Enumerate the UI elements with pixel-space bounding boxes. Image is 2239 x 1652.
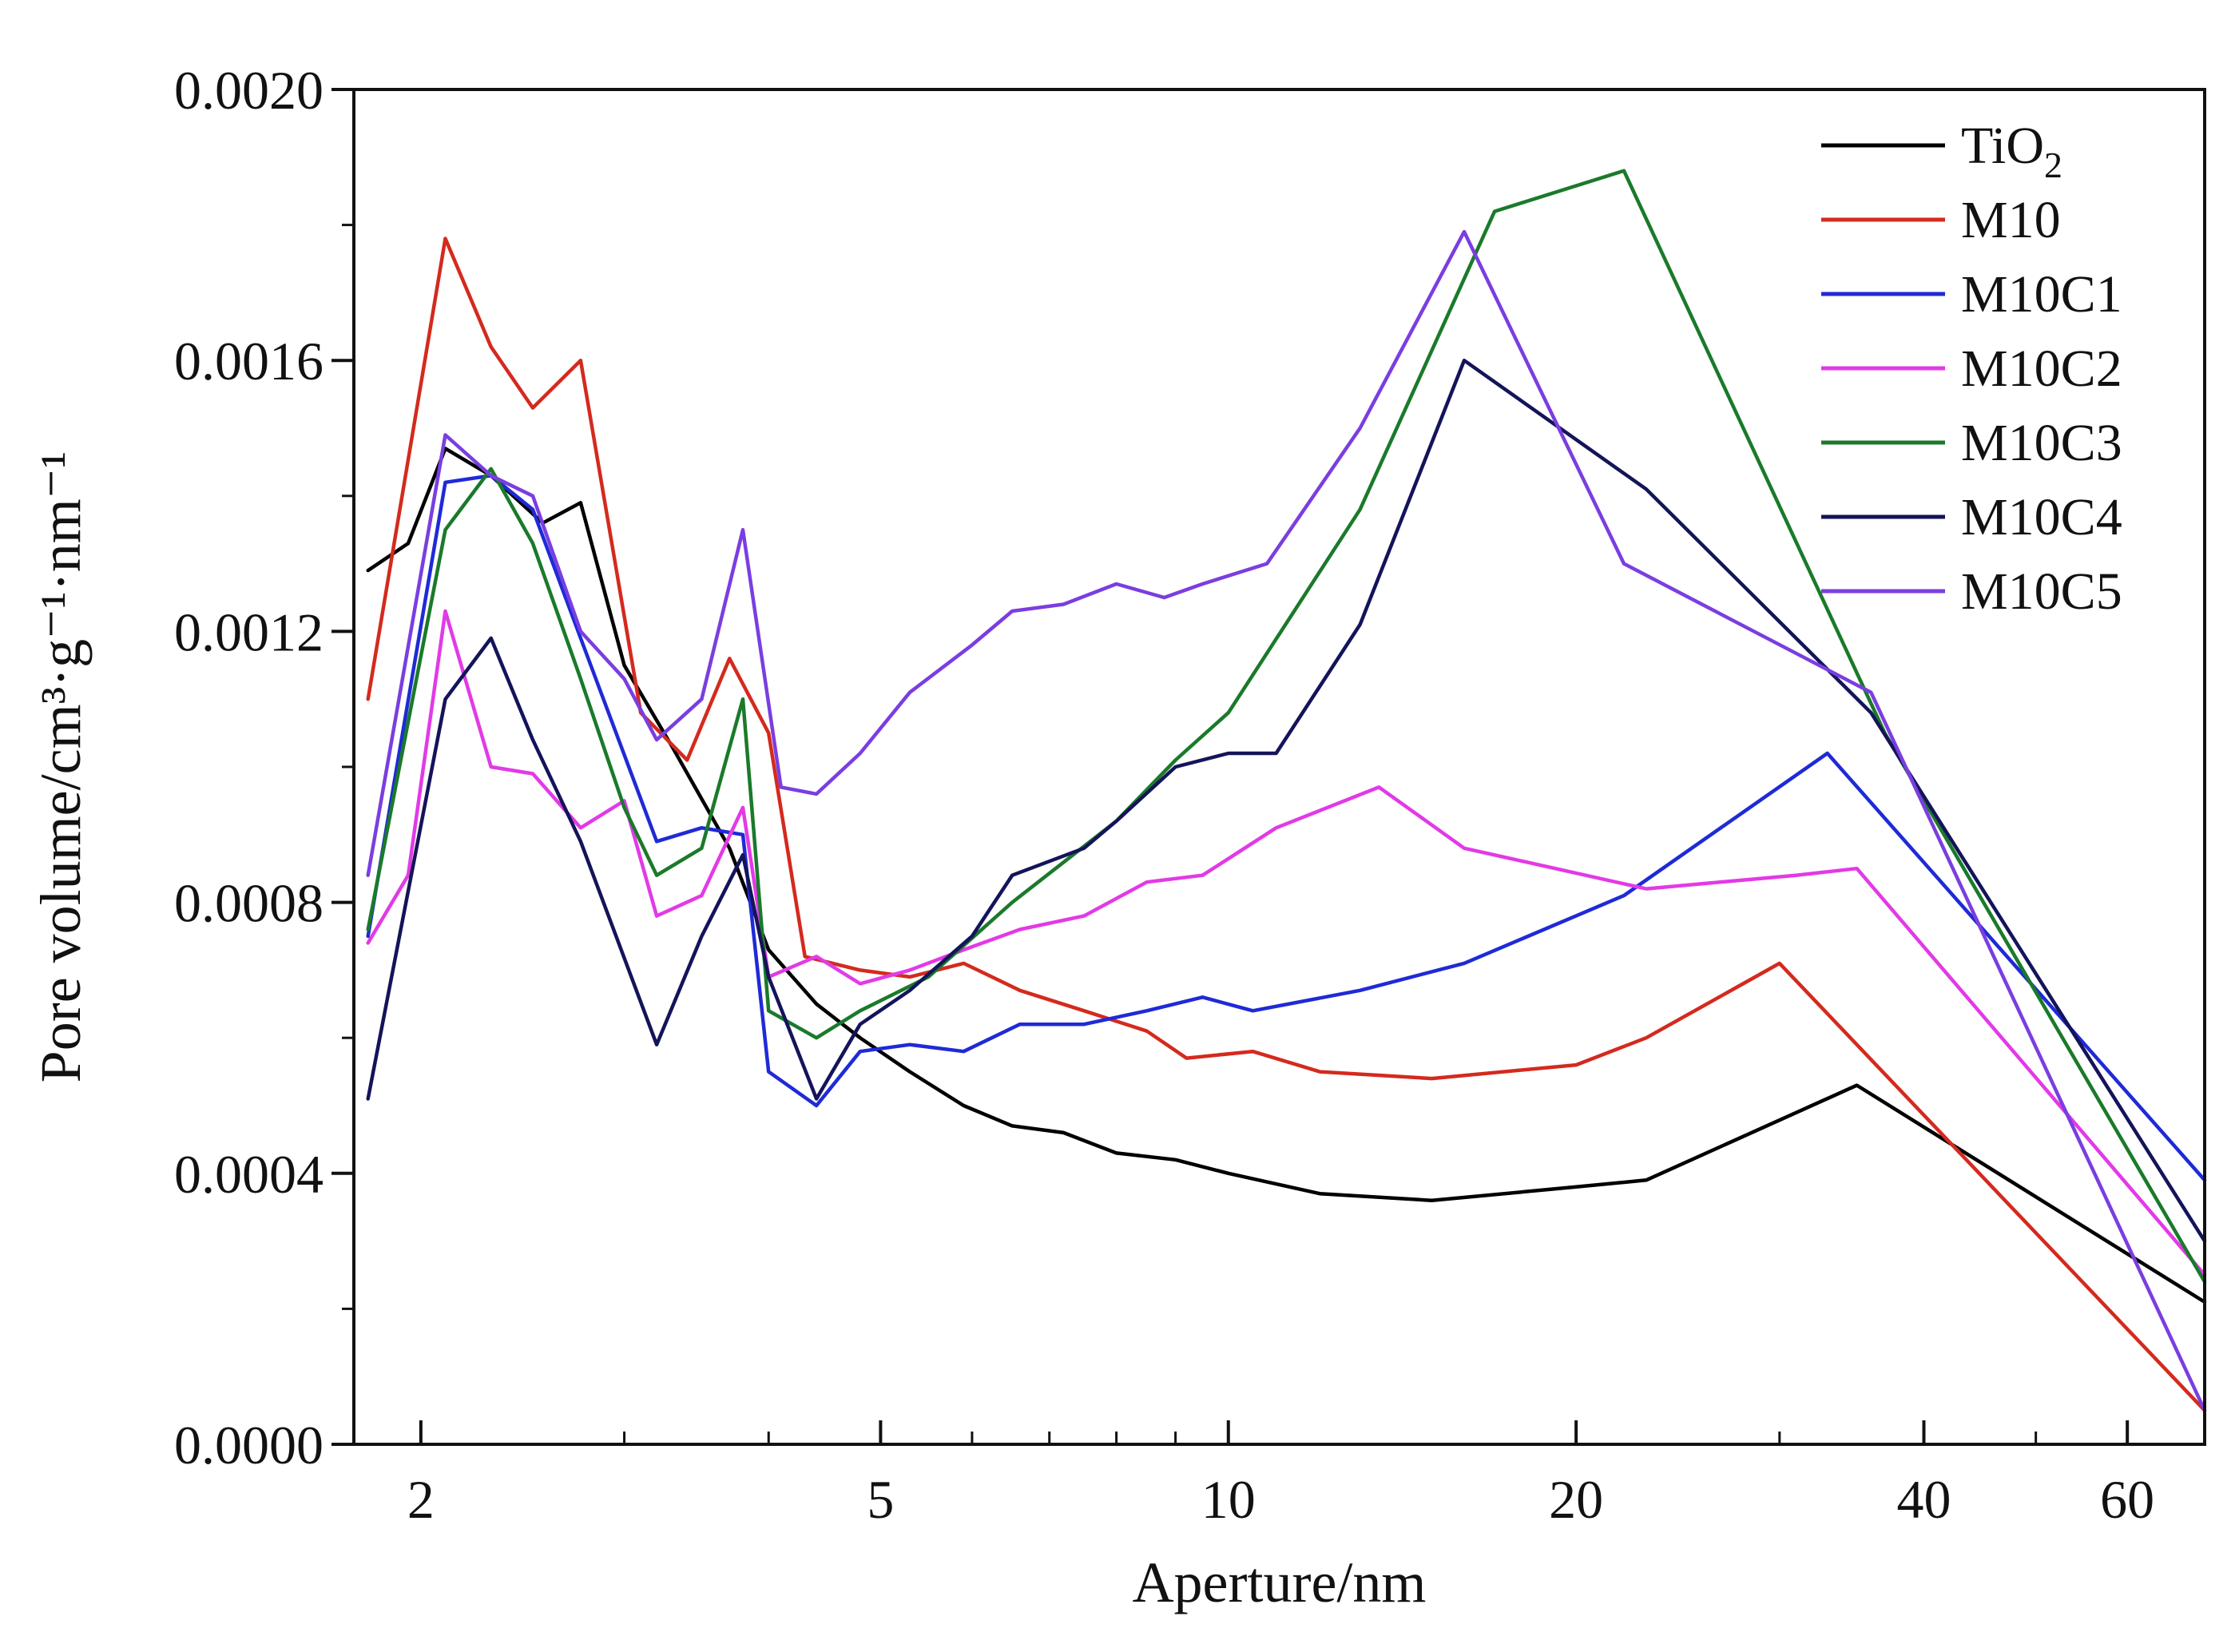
- x-tick-label: 5: [867, 1469, 894, 1530]
- y-tick-label: 0.0004: [174, 1144, 324, 1205]
- legend-label: M10: [1961, 191, 2061, 249]
- y-tick-label: 0.0000: [174, 1415, 324, 1475]
- legend-label: M10C3: [1961, 414, 2122, 472]
- y-tick-label: 0.0016: [174, 331, 324, 391]
- y-tick-label: 0.0020: [174, 60, 324, 121]
- legend-label: TiO2: [1961, 117, 2062, 185]
- legend-label: M10C5: [1961, 562, 2122, 621]
- series-line-m10c2: [366, 609, 2207, 1277]
- x-tick-label: 20: [1549, 1469, 1603, 1530]
- major-ticks: [331, 88, 2130, 1446]
- x-tick-label: 10: [1201, 1469, 1256, 1530]
- y-tick-labels: 0.0000 0.0004 0.0008 0.0012 0.0016 0.0020: [174, 60, 324, 1475]
- x-tick-label: 60: [2100, 1469, 2154, 1530]
- series-lines: [366, 169, 2207, 1412]
- series-line-m10c4: [366, 358, 2207, 1243]
- x-tick-label: 40: [1897, 1469, 1951, 1530]
- plot-frame: [352, 88, 2206, 1446]
- y-tick-label: 0.0012: [174, 602, 324, 662]
- series-line-m10c5: [366, 229, 2207, 1412]
- series-line-m10c1: [366, 474, 2207, 1182]
- legend: TiO2 M10 M10C1 M10C2 M10C3 M10C4 M10C5: [1821, 117, 2122, 621]
- x-tick-label: 2: [407, 1469, 435, 1530]
- legend-label: M10C4: [1961, 488, 2122, 546]
- legend-label: M10C1: [1961, 265, 2122, 324]
- y-axis-title: Pore volume/cm³·g⁻¹·nm⁻¹: [29, 451, 93, 1083]
- y-tick-label: 0.0008: [174, 873, 324, 934]
- minor-ticks: [342, 224, 2038, 1444]
- legend-label: M10C2: [1961, 340, 2122, 398]
- x-axis-title: Aperture/nm: [1133, 1551, 1427, 1614]
- series-line-m10c3: [366, 169, 2207, 1284]
- x-tick-labels: 2 5 10 20 40 60: [407, 1469, 2154, 1530]
